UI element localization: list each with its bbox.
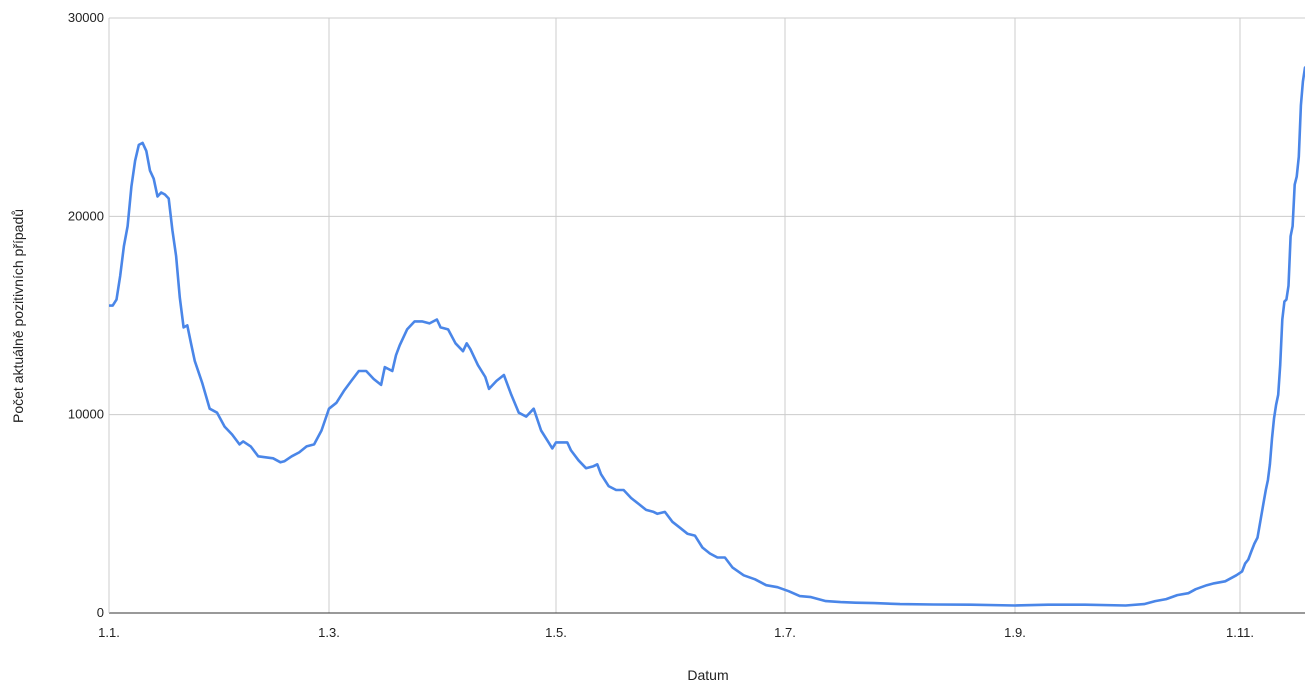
x-axis-ticks: 1.1. 1.3. 1.5. 1.7. 1.9. 1.11.: [98, 625, 1254, 640]
y-axis-title: Počet aktuálně pozitivních případů: [10, 209, 26, 423]
series-line: [109, 68, 1305, 606]
series-group: [109, 68, 1305, 606]
gridlines: [109, 18, 1305, 613]
axes: [109, 18, 1305, 613]
y-tick-label: 0: [97, 605, 104, 620]
x-tick-label: 1.5.: [545, 625, 567, 640]
y-tick-label: 20000: [68, 208, 104, 223]
y-axis-ticks: 0 10000 20000 30000: [68, 10, 104, 620]
x-tick-label: 1.1.: [98, 625, 120, 640]
x-axis-title: Datum: [687, 667, 728, 683]
y-tick-label: 30000: [68, 10, 104, 25]
x-tick-label: 1.7.: [774, 625, 796, 640]
x-tick-label: 1.11.: [1226, 625, 1254, 640]
x-tick-label: 1.9.: [1004, 625, 1026, 640]
x-tick-label: 1.3.: [318, 625, 340, 640]
y-tick-label: 10000: [68, 407, 104, 422]
